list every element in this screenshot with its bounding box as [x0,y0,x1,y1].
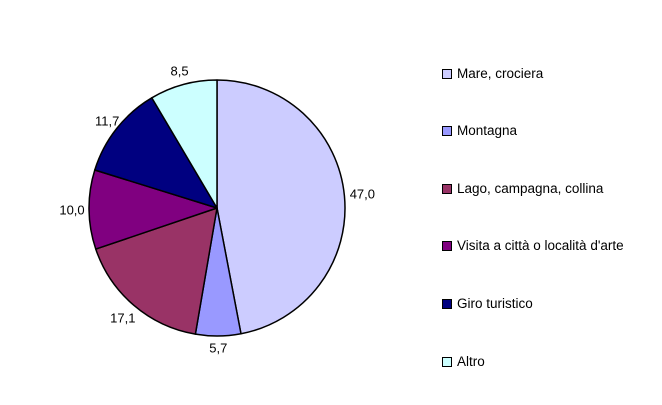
data-label: 11,7 [95,113,120,129]
legend-swatch-montagna [442,125,452,136]
legend-swatch-altro [442,356,452,367]
pie-slice-5 [151,79,218,209]
legend-label: Lago, campagna, collina [457,181,604,196]
data-label: 10,0 [59,202,85,218]
legend-item-altro: Altro [442,354,485,369]
pie-slice-0 [216,79,346,335]
legend-item-giro: Giro turistico [442,296,533,311]
legend-label: Montagna [457,123,518,138]
pie-slice-3 [88,169,218,250]
legend-item-mare: Mare, crociera [442,66,543,81]
data-label: 5,7 [209,340,228,356]
legend-label: Visita a città o località d'arte [457,238,624,253]
legend-label: Giro turistico [457,296,533,311]
legend-swatch-lago [442,183,452,194]
legend-label: Altro [457,354,485,369]
data-label: 8,5 [170,63,189,79]
data-label: 47,0 [349,186,375,202]
legend-swatch-giro [442,298,452,309]
legend-label: Mare, crociera [457,66,544,81]
data-label: 17,1 [110,310,136,326]
pie-slice-4 [94,97,218,209]
legend-item-montagna: Montagna [442,123,517,138]
legend-swatch-mare [442,68,452,79]
legend-item-visita: Visita a città o località d'arte [442,238,624,253]
legend-swatch-visita [442,240,452,251]
legend-item-lago: Lago, campagna, collina [442,181,603,196]
